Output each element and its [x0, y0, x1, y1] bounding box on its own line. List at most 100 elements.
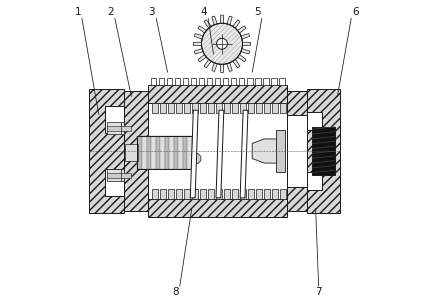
Bar — [248, 189, 254, 199]
Bar — [105, 169, 124, 196]
Bar — [216, 189, 222, 199]
Bar — [199, 78, 205, 85]
Bar — [107, 169, 124, 181]
Bar — [279, 78, 285, 85]
Polygon shape — [212, 63, 217, 72]
Bar — [232, 189, 238, 199]
Bar — [255, 78, 261, 85]
Bar — [207, 78, 213, 85]
Bar — [176, 103, 182, 113]
Bar — [223, 78, 229, 85]
Bar — [187, 136, 192, 169]
Polygon shape — [227, 63, 232, 72]
Bar — [224, 189, 230, 199]
Bar — [168, 103, 174, 113]
Bar — [208, 189, 214, 199]
Bar — [232, 103, 238, 113]
Bar — [215, 78, 221, 85]
Text: 3: 3 — [149, 7, 155, 17]
Bar — [183, 136, 187, 169]
Bar — [307, 112, 322, 130]
Text: 6: 6 — [352, 7, 359, 17]
Text: 1: 1 — [74, 7, 81, 17]
Bar — [280, 103, 286, 113]
Bar — [107, 173, 131, 178]
Bar — [240, 189, 246, 199]
Polygon shape — [240, 110, 248, 198]
Bar — [151, 78, 156, 85]
Bar — [264, 189, 270, 199]
Bar — [208, 103, 214, 113]
Polygon shape — [233, 20, 240, 28]
Bar — [147, 136, 151, 169]
Bar — [200, 103, 206, 113]
Bar — [167, 78, 172, 85]
Bar — [287, 115, 306, 187]
Bar — [184, 189, 190, 199]
Bar — [125, 144, 138, 161]
Bar — [152, 189, 158, 199]
Bar — [168, 189, 174, 199]
Bar — [272, 189, 278, 199]
Bar — [272, 103, 278, 113]
Bar — [271, 78, 277, 85]
Text: 2: 2 — [107, 7, 114, 17]
Polygon shape — [190, 110, 198, 198]
Bar — [216, 103, 222, 113]
Bar — [159, 78, 164, 85]
Bar — [160, 136, 165, 169]
Bar — [105, 106, 124, 133]
Polygon shape — [204, 20, 211, 28]
Polygon shape — [220, 64, 224, 72]
Bar — [152, 103, 158, 113]
Bar — [148, 103, 287, 199]
Bar — [224, 103, 230, 113]
Bar — [200, 189, 206, 199]
Text: 8: 8 — [172, 287, 179, 297]
Bar — [107, 122, 124, 134]
Bar — [176, 189, 182, 199]
Bar — [124, 91, 148, 211]
Text: 7: 7 — [315, 287, 322, 297]
Bar — [231, 78, 237, 85]
Bar — [256, 103, 262, 113]
Polygon shape — [193, 42, 202, 45]
Polygon shape — [212, 16, 217, 25]
Polygon shape — [238, 26, 246, 33]
Bar — [280, 189, 286, 199]
Bar — [138, 136, 192, 169]
Bar — [155, 136, 160, 169]
Bar — [148, 85, 287, 103]
Bar — [184, 103, 190, 113]
Bar — [138, 136, 142, 169]
Bar — [178, 136, 183, 169]
Text: 5: 5 — [254, 7, 261, 17]
Polygon shape — [238, 55, 246, 62]
Bar — [175, 78, 180, 85]
Polygon shape — [198, 26, 206, 33]
Bar — [191, 78, 197, 85]
Bar — [192, 189, 198, 199]
Polygon shape — [192, 153, 201, 164]
Polygon shape — [227, 16, 232, 25]
Polygon shape — [241, 49, 250, 54]
Bar — [89, 89, 124, 213]
Bar — [307, 172, 322, 190]
Bar — [165, 136, 169, 169]
Bar — [160, 189, 166, 199]
Bar — [287, 91, 306, 211]
Bar — [192, 103, 198, 113]
Bar — [107, 126, 131, 131]
Text: 4: 4 — [201, 7, 207, 17]
Bar — [264, 103, 270, 113]
Polygon shape — [220, 15, 224, 23]
Bar — [306, 89, 341, 213]
Polygon shape — [204, 59, 211, 68]
Polygon shape — [233, 59, 240, 68]
Polygon shape — [252, 139, 282, 163]
Polygon shape — [202, 23, 242, 64]
Bar — [240, 103, 246, 113]
Bar — [183, 78, 189, 85]
Circle shape — [217, 38, 227, 49]
Bar — [247, 78, 253, 85]
